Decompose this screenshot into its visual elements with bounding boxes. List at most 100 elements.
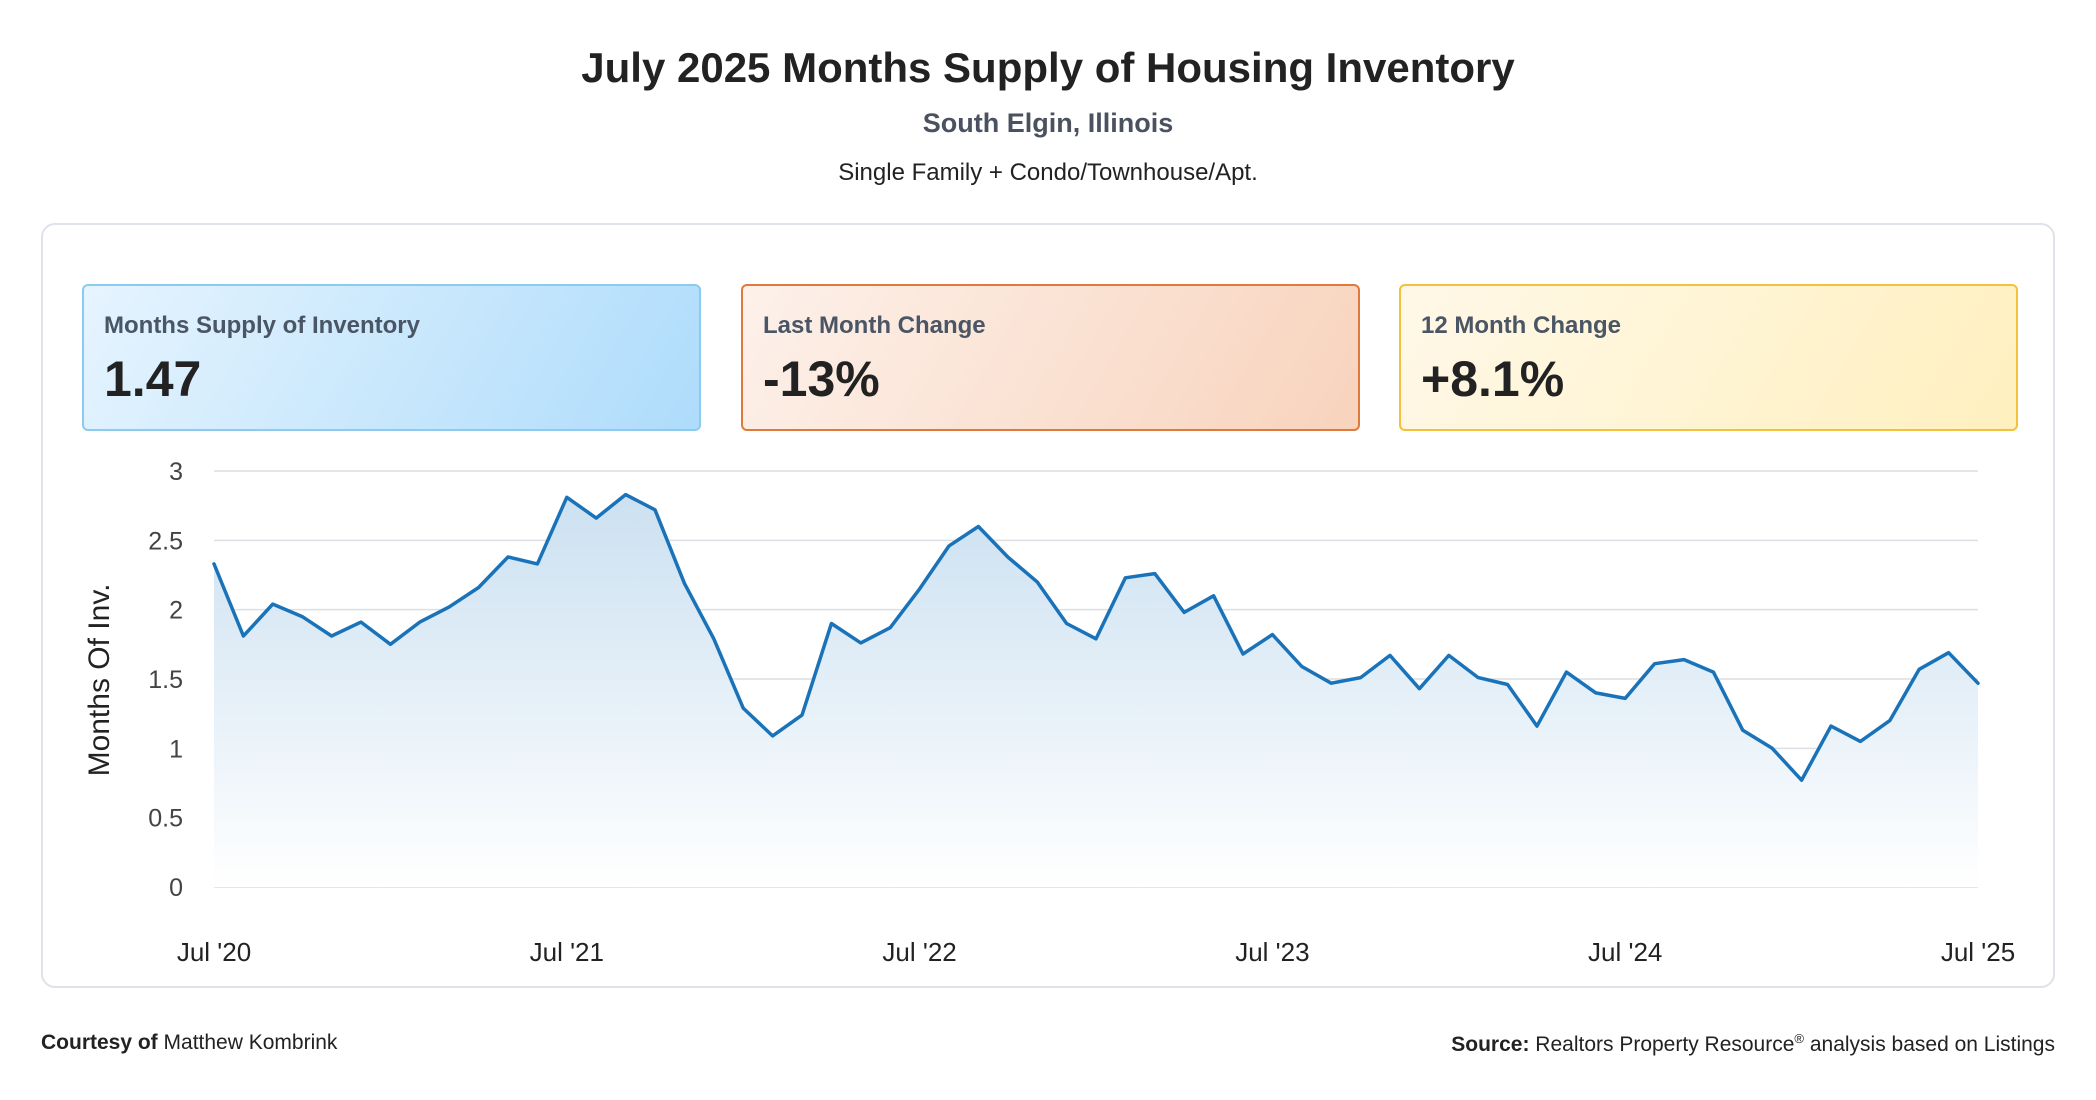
data-point [1181, 609, 1187, 615]
y-tick-label: 1.5 [148, 666, 183, 694]
months-supply-label: Months Supply of Inventory [104, 312, 420, 339]
data-point [1299, 664, 1305, 670]
data-point [1416, 686, 1422, 692]
months-supply-value: 1.47 [104, 351, 202, 407]
x-tick-label: Jul '21 [530, 937, 604, 967]
data-point [299, 614, 305, 620]
data-point [1593, 690, 1599, 696]
data-point [623, 492, 629, 498]
last-month-change-label: Last Month Change [763, 312, 986, 339]
data-point [593, 515, 599, 521]
data-point [1093, 636, 1099, 642]
data-point [740, 705, 746, 711]
inventory-area [214, 494, 1978, 887]
data-point [828, 621, 834, 627]
data-point [946, 543, 952, 549]
months-supply-card: Months Supply of Inventory 1.47 [82, 284, 701, 431]
x-axis-ticks: Jul '20 Jul '21 Jul '22 Jul '23 Jul '24 Jul '… [177, 937, 2015, 967]
data-point [1358, 675, 1364, 681]
data-point [887, 625, 893, 631]
data-point [476, 584, 482, 590]
data-point [1887, 718, 1893, 724]
data-point [1710, 669, 1716, 675]
inventory-line [212, 492, 1980, 782]
last-month-change-value: -13% [763, 351, 880, 407]
data-point [652, 507, 658, 513]
x-tick-label: Jul '20 [177, 937, 251, 967]
data-point [1269, 632, 1275, 638]
data-point [534, 561, 540, 567]
source-label: Source: [1451, 1033, 1530, 1056]
data-point [1387, 652, 1393, 658]
data-point [1064, 621, 1070, 627]
data-point [1769, 745, 1775, 751]
page-title: July 2025 Months Supply of Housing Inven… [581, 44, 1515, 91]
data-point [1534, 723, 1540, 729]
courtesy-name: Matthew Kombrink [163, 1031, 338, 1054]
x-tick-label: Jul '23 [1235, 937, 1309, 967]
data-point [1005, 554, 1011, 560]
data-point [1799, 777, 1805, 783]
source-credit: Source: Realtors Property Resource® anal… [1451, 1031, 2055, 1057]
data-point [358, 619, 364, 625]
y-tick-label: 2 [169, 597, 183, 625]
y-tick-label: 3 [169, 458, 183, 486]
data-point [446, 604, 452, 610]
data-point [1122, 575, 1128, 581]
courtesy-credit: Courtesy of Matthew Kombrink [41, 1031, 337, 1055]
data-point [1652, 661, 1658, 667]
data-point [505, 554, 511, 560]
y-axis-ticks: 0 0.5 1 1.5 2 2.5 3 [148, 458, 183, 902]
data-point [770, 733, 776, 739]
data-point [1240, 651, 1246, 657]
source-name: Realtors Property Resource [1535, 1033, 1795, 1056]
data-point [1152, 571, 1158, 577]
data-point [1946, 650, 1952, 656]
courtesy-label: Courtesy of [41, 1031, 158, 1054]
twelve-month-change-label: 12 Month Change [1421, 312, 1622, 339]
data-point [270, 601, 276, 607]
data-point [564, 494, 570, 500]
data-point [1857, 738, 1863, 744]
data-point [1975, 680, 1981, 686]
data-point [1211, 593, 1217, 599]
data-point [417, 619, 423, 625]
x-tick-label: Jul '22 [882, 937, 956, 967]
data-point [1916, 666, 1922, 672]
twelve-month-change-card: 12 Month Change +8.1% [1399, 284, 2018, 431]
data-point [1828, 723, 1834, 729]
data-point [1446, 652, 1452, 658]
data-point [799, 712, 805, 718]
y-tick-label: 0.5 [148, 805, 183, 833]
x-tick-label: Jul '24 [1588, 937, 1662, 967]
y-tick-label: 0 [169, 874, 183, 902]
registered-mark: ® [1794, 1031, 1804, 1046]
data-point [681, 580, 687, 586]
data-point [1740, 727, 1746, 733]
data-point [975, 523, 981, 529]
data-point [1328, 680, 1334, 686]
data-point [1563, 669, 1569, 675]
data-point [387, 641, 393, 647]
y-tick-label: 1 [169, 735, 183, 763]
property-segment: Single Family + Condo/Townhouse/Apt. [838, 159, 1258, 186]
data-point [858, 640, 864, 646]
data-point [329, 633, 335, 639]
data-point [917, 586, 923, 592]
data-point [711, 636, 717, 642]
data-point [1034, 579, 1040, 585]
y-tick-label: 2.5 [148, 527, 183, 555]
data-point [211, 561, 217, 567]
data-point [240, 633, 246, 639]
data-point [1505, 682, 1511, 688]
source-description: analysis based on Listings [1804, 1033, 2055, 1056]
twelve-month-change-value: +8.1% [1421, 351, 1565, 407]
data-point [1475, 675, 1481, 681]
x-tick-label: Jul '25 [1941, 937, 2015, 967]
data-point [1681, 657, 1687, 663]
last-month-change-card: Last Month Change -13% [741, 284, 1360, 431]
data-point [1622, 695, 1628, 701]
y-axis-label: Months Of Inv. [83, 584, 116, 777]
location-subtitle: South Elgin, Illinois [922, 108, 1174, 138]
